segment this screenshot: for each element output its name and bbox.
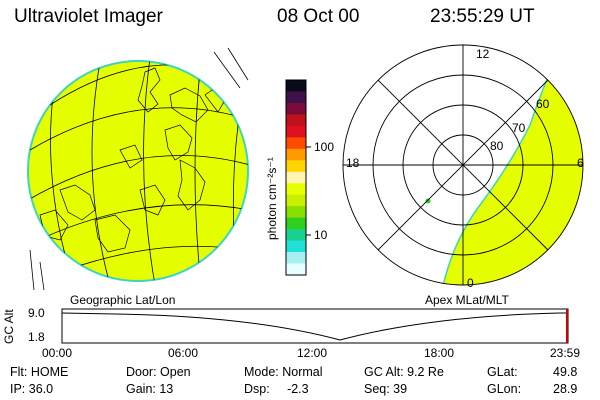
colorbar-band [286, 263, 306, 276]
glat-value: 49.8 [553, 365, 578, 379]
colorbar-band [286, 229, 306, 242]
altitude-curve [61, 312, 568, 341]
time-tick-2359: 23:59 [550, 346, 581, 360]
geographic-disk [27, 60, 249, 282]
mlt-label-12: 12 [476, 47, 490, 61]
colorbar-band [286, 183, 306, 196]
seq-value: Seq: 39 [364, 382, 408, 396]
auroral-spot [425, 198, 431, 204]
time-label: 23:55:29 UT [430, 6, 535, 27]
geographic-panel-label: Geographic Lat/Lon [70, 293, 176, 307]
colorbar-band [286, 114, 306, 127]
colorbar-band [286, 194, 306, 207]
colorbar-band [286, 160, 306, 173]
colorbar [285, 79, 311, 276]
mlat-label-80: 80 [490, 139, 504, 153]
colorbar-band [286, 137, 306, 150]
instrument-title: Ultraviolet Imager [14, 6, 163, 27]
time-tick-1800: 18:00 [424, 346, 455, 360]
time-tick-0600: 06:00 [168, 346, 199, 360]
colorbar-band [286, 125, 306, 138]
colorbar-label-100: 100 [314, 140, 335, 154]
gain-value: Gain: 13 [126, 382, 174, 396]
colorbar-band [286, 80, 306, 92]
polar-panel-label: Apex MLat/MLT [425, 293, 509, 307]
time-tick-1200: 12:00 [297, 346, 328, 360]
mlat-label-60: 60 [536, 97, 550, 111]
glon-label: GLon: [487, 382, 522, 396]
colorbar-band [286, 148, 306, 161]
flight-status: Flt: HOME [10, 365, 69, 379]
colorbar-label-10: 10 [314, 228, 328, 242]
polar-grid [342, 44, 584, 286]
mode-status: Mode: Normal [244, 365, 323, 379]
geographic-globe [27, 47, 249, 291]
colorbar-unit-label: photon cm⁻²s⁻¹ [265, 157, 279, 240]
door-status: Door: Open [126, 365, 191, 379]
colorbar-band [286, 217, 306, 230]
colorbar-band [286, 240, 306, 253]
date-label: 08 Oct 00 [277, 6, 360, 27]
gc-alt-value: GC Alt: 9.2 Re [364, 365, 444, 379]
glon-value: 28.9 [553, 382, 578, 396]
mlt-label-0: 0 [467, 276, 474, 290]
colorbar-band [286, 91, 306, 104]
altitude-strip [61, 308, 569, 344]
mlt-label-6: 6 [577, 156, 584, 170]
mlt-label-18: 18 [346, 156, 360, 170]
ip-value: IP: 36.0 [10, 382, 54, 396]
time-tick-0000: 00:00 [42, 346, 73, 360]
polar-plot [342, 44, 584, 286]
colorbar-band [286, 102, 306, 115]
mlat-label-70: 70 [512, 121, 526, 135]
colorbar-band [286, 206, 306, 219]
colorbar-band [286, 252, 306, 265]
alt-tick-9: 9.0 [28, 306, 45, 320]
colorbar-band [286, 171, 306, 184]
glat-label: GLat: [487, 365, 518, 379]
dsp-value: Dsp: -2.3 [244, 382, 309, 396]
alt-tick-1-8: 1.8 [28, 330, 45, 344]
gc-alt-axis-label: GC Alt [2, 309, 16, 344]
